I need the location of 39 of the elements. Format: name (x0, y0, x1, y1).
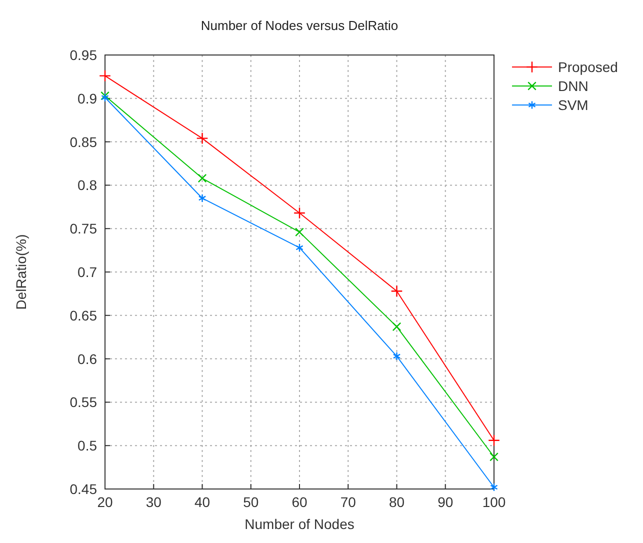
point (295, 228, 304, 236)
point (490, 482, 498, 492)
x-tick-label: 20 (97, 494, 113, 510)
x-tick-label: 30 (146, 494, 162, 510)
y-axis-title: DelRatio(%) (13, 234, 29, 310)
x-tick-label: 70 (340, 494, 356, 510)
point (490, 452, 498, 462)
y-tick-label: 0.65 (70, 307, 98, 324)
point (198, 194, 206, 203)
legend-label: Proposed (558, 59, 618, 75)
x-tick-label: 50 (243, 494, 259, 510)
point (294, 206, 306, 219)
point (390, 285, 403, 298)
y-tick-label: 0.95 (70, 47, 98, 63)
x-tick-label: 60 (292, 494, 308, 510)
x-tick-label: 100 (482, 494, 506, 510)
point (196, 132, 208, 144)
point (392, 352, 401, 361)
y-tick-label: 0.75 (70, 220, 98, 237)
point (198, 174, 207, 183)
point (488, 434, 500, 446)
point (296, 243, 304, 252)
point (392, 322, 402, 332)
x-tick-label: 40 (194, 494, 210, 510)
y-tick-label: 0.7 (78, 264, 98, 280)
y-tick-label: 0.8 (78, 177, 98, 194)
x-axis-title: Number of Nodes (244, 516, 354, 532)
y-tick-label: 0.55 (70, 394, 98, 410)
x-tick-label: 80 (388, 494, 405, 510)
x-tick-label: 90 (438, 494, 454, 510)
y-tick-label: 0.45 (70, 481, 98, 497)
y-tick-label: 0.85 (70, 134, 98, 150)
y-tick-label: 0.6 (78, 350, 98, 367)
legend-label: DNN (558, 78, 588, 94)
y-tick-label: 0.5 (78, 438, 98, 454)
legend-label: SVM (558, 97, 588, 113)
point (99, 70, 111, 82)
y-tick-label: 0.9 (78, 90, 98, 106)
chart-title: Number of Nodes versus DelRatio (200, 18, 398, 33)
